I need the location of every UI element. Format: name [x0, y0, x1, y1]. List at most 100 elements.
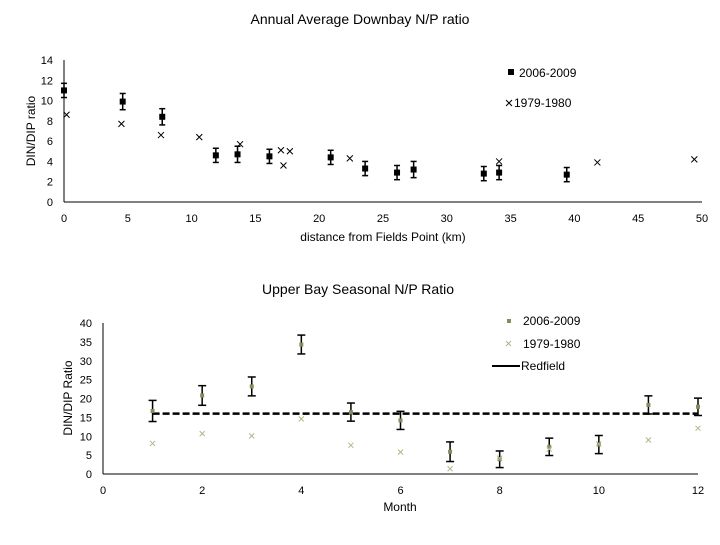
point-1979-1980: [495, 158, 503, 165]
y-tick-label: 8: [47, 116, 53, 128]
x-tick-label: 5: [125, 213, 131, 225]
x-tick-label: 50: [696, 213, 708, 225]
x-tick-label: 2: [199, 485, 205, 497]
x-tick-label: 45: [632, 213, 644, 225]
point-2006-2009: [480, 170, 487, 177]
legend-marker-2006-2009: [508, 69, 514, 75]
y-tick-label: 0: [47, 197, 53, 209]
y-tick-label: 35: [80, 337, 92, 349]
point-1979-1980: [277, 146, 285, 154]
legend-marker-1979-1980: [505, 340, 512, 347]
point-2006-2009: [497, 457, 502, 462]
point-2006-2009: [448, 449, 453, 454]
y-tick-labels: 0 5 10 15 20 25 30 35 40: [80, 318, 92, 481]
point-2006-2009: [212, 152, 219, 159]
x-tick-label: 40: [568, 213, 580, 225]
point-1979-1980: [348, 442, 354, 449]
x-tick-label: 4: [298, 485, 304, 497]
point-1979-1980: [690, 156, 698, 163]
point-1979-1980: [695, 425, 701, 432]
point-2006-2009: [119, 98, 126, 105]
x-tick-label: 0: [100, 485, 106, 497]
point-2006-2009: [348, 410, 353, 415]
data-marks: [61, 82, 698, 183]
x-axis-label: distance from Fields Point (km): [300, 230, 465, 244]
chart-title: Annual Average Downbay N/P ratio: [251, 11, 470, 27]
point-1979-1980: [195, 133, 203, 141]
y-axis-label: DIN/DIP Ratio: [61, 360, 75, 435]
legend: 2006-2009 1979-1980 Redfield: [492, 314, 581, 373]
point-2006-2009: [234, 151, 241, 158]
point-1979-1980: [346, 155, 354, 162]
x-tick-label: 20: [313, 213, 325, 225]
point-2006-2009: [563, 171, 570, 178]
point-2006-2009: [299, 342, 304, 347]
point-1979-1980: [199, 430, 206, 437]
y-tick-label: 2: [47, 177, 53, 189]
legend-marker-1979-1980: [505, 99, 513, 107]
y-tick-label: 25: [80, 375, 92, 387]
point-1979-1980: [236, 140, 244, 148]
x-tick-labels: 0 2 4 6 8 10 12: [100, 485, 704, 497]
point-2006-2009: [266, 153, 273, 160]
point-2006-2009: [327, 154, 334, 161]
point-2006-2009: [398, 418, 403, 423]
point-2006-2009: [596, 442, 601, 447]
point-1979-1980: [280, 162, 287, 169]
y-tick-label: 10: [41, 96, 53, 108]
point-2006-2009: [646, 402, 651, 407]
x-tick-label: 8: [497, 485, 503, 497]
point-1979-1980: [594, 159, 601, 166]
y-tick-label: 6: [47, 136, 53, 148]
point-1979-1980: [286, 147, 294, 155]
y-tick-label: 10: [80, 431, 92, 443]
x-tick-label: 25: [377, 213, 389, 225]
point-2006-2009: [496, 169, 503, 176]
point-2006-2009: [547, 444, 552, 449]
y-tick-label: 15: [80, 412, 92, 424]
x-tick-label: 6: [397, 485, 403, 497]
point-1979-1980: [157, 131, 165, 139]
y-tick-label: 20: [80, 394, 92, 406]
point-1979-1980: [118, 120, 125, 128]
point-2006-2009: [150, 408, 155, 413]
x-tick-labels: 0 5 10 15 20 25 30 35 40 45 50: [61, 213, 708, 225]
point-2006-2009: [249, 384, 254, 389]
legend-label-1979-1980: 1979-1980: [523, 337, 581, 351]
x-tick-label: 15: [249, 213, 261, 225]
y-tick-label: 5: [86, 450, 92, 462]
legend-label-2006-2009: 2006-2009: [523, 314, 581, 328]
point-2006-2009: [200, 393, 205, 398]
x-tick-label: 10: [185, 213, 197, 225]
x-axis-label: Month: [383, 500, 416, 514]
chart-title: Upper Bay Seasonal N/P Ratio: [262, 281, 454, 297]
x-tick-label: 35: [504, 213, 516, 225]
point-2006-2009: [696, 404, 700, 409]
point-1979-1980: [447, 465, 453, 472]
point-1979-1980: [645, 437, 652, 443]
y-tick-labels: 0 2 4 6 8 10 12 14: [41, 55, 53, 209]
x-tick-label: 0: [61, 213, 67, 225]
point-2006-2009: [394, 169, 401, 176]
point-1979-1980: [546, 446, 553, 452]
legend-label-2006-2009: 2006-2009: [519, 66, 577, 80]
point-2006-2009: [159, 113, 166, 120]
y-tick-label: 40: [80, 318, 92, 330]
point-1979-1980: [63, 111, 70, 119]
point-1979-1980: [248, 433, 255, 439]
x-tick-label: 30: [441, 213, 453, 225]
data-marks: [148, 334, 702, 472]
x-tick-label: 10: [593, 485, 605, 497]
legend: 2006-2009 1979-1980: [505, 66, 577, 110]
point-1979-1980: [149, 440, 156, 447]
point-2006-2009: [362, 165, 369, 172]
y-tick-label: 0: [86, 469, 92, 481]
legend-label-redfield: Redfield: [521, 359, 565, 373]
point-1979-1980: [496, 455, 503, 461]
y-axis-label: DIN/DIP ratio: [24, 95, 38, 166]
chart-upper-bay: Upper Bay Seasonal N/P Ratio Month DIN/D…: [61, 281, 704, 514]
chart-downbay: Annual Average Downbay N/P ratio distanc…: [24, 11, 708, 244]
point-1979-1980: [298, 416, 305, 422]
